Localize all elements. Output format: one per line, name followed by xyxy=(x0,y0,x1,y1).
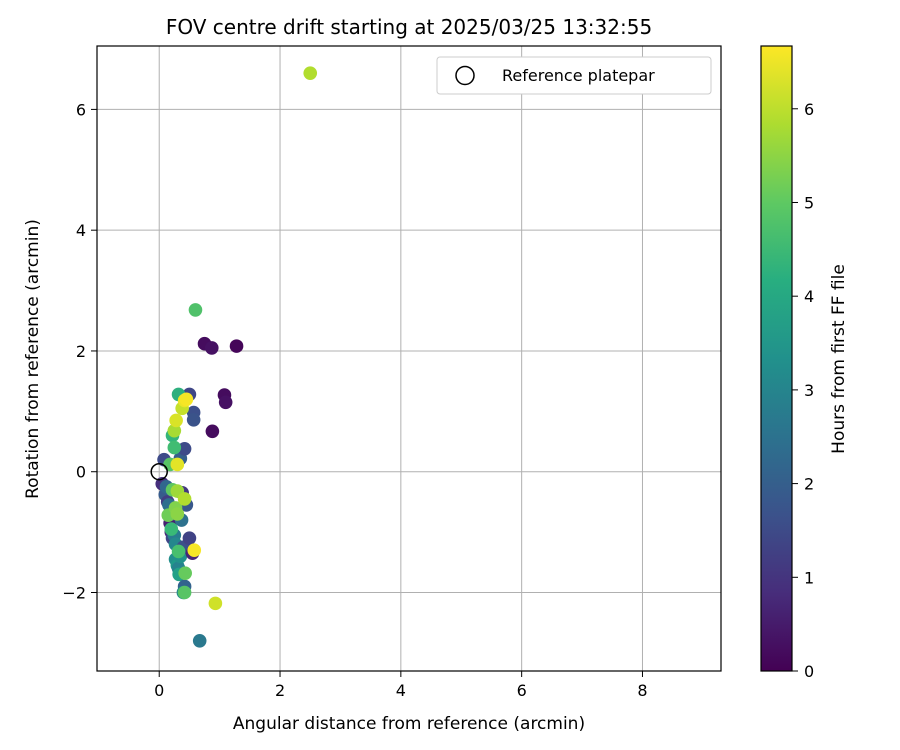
data-point xyxy=(170,507,185,521)
x-tick-label: 8 xyxy=(637,681,647,700)
reference-platepar-marker xyxy=(150,462,168,481)
x-axis-label: Angular distance from reference (arcmin) xyxy=(233,714,585,734)
y-tick-label: −2 xyxy=(62,583,86,602)
data-point xyxy=(170,457,185,472)
x-tick-label: 6 xyxy=(517,681,527,700)
colorbar-tick-label: 3 xyxy=(804,381,814,400)
data-point xyxy=(192,634,207,648)
x-tick-label: 0 xyxy=(154,681,164,700)
data-point xyxy=(182,531,197,545)
colorbar-tick-label: 1 xyxy=(804,568,814,587)
data-point xyxy=(205,424,220,439)
y-tick-label: 2 xyxy=(76,342,86,361)
data-point xyxy=(179,392,194,407)
scatter-points xyxy=(155,66,318,648)
x-tick-label: 2 xyxy=(275,681,285,700)
data-point xyxy=(177,585,192,600)
data-point xyxy=(187,543,202,558)
x-tick-label: 4 xyxy=(396,681,406,700)
legend-reference-marker xyxy=(455,65,475,86)
data-point xyxy=(177,441,192,456)
y-tick-label: 6 xyxy=(76,100,86,119)
data-point xyxy=(218,395,233,410)
grid-lines xyxy=(97,46,721,671)
y-tick-label: 0 xyxy=(76,463,86,482)
x-axis-ticks: 0 2 4 6 8 xyxy=(154,671,648,700)
data-point xyxy=(178,566,192,580)
colorbar-tick-label: 5 xyxy=(804,193,814,212)
data-point xyxy=(188,303,203,317)
data-point xyxy=(204,341,219,355)
data-point xyxy=(177,492,192,506)
data-point xyxy=(303,66,318,80)
data-point xyxy=(167,440,182,455)
data-point xyxy=(164,522,179,536)
legend-reference-label: Reference platepar xyxy=(502,66,655,85)
y-axis-label: Rotation from reference (arcmin) xyxy=(23,219,43,499)
axes-frame xyxy=(96,45,722,672)
data-point xyxy=(229,339,244,353)
legend-box xyxy=(436,56,712,95)
data-point xyxy=(169,413,183,428)
colorbar-tick-label: 6 xyxy=(804,100,814,119)
data-point xyxy=(186,412,201,427)
data-point xyxy=(208,596,223,611)
colorbar-tick-label: 4 xyxy=(804,287,814,306)
colorbar-label: Hours from first FF file xyxy=(829,264,849,454)
legend: Reference platepar xyxy=(436,56,712,95)
y-axis-ticks: −2 0 2 4 6 xyxy=(62,100,97,602)
colorbar-tick-label: 0 xyxy=(804,662,814,681)
chart-title: FOV centre drift starting at 2025/03/25 … xyxy=(166,15,652,39)
colorbar-ticks: 0 1 2 3 4 5 6 xyxy=(792,100,814,681)
data-point xyxy=(167,423,182,438)
y-tick-label: 4 xyxy=(76,221,86,240)
colorbar xyxy=(760,45,793,672)
data-point xyxy=(171,544,186,559)
colorbar-tick-label: 2 xyxy=(804,475,814,494)
